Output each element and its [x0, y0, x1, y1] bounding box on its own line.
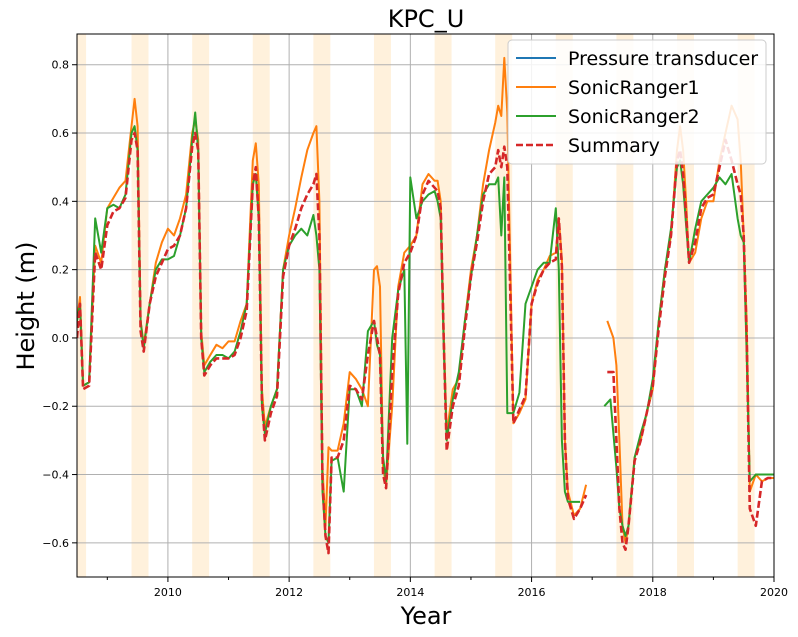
- y-axis-ticks: −0.6 −0.4 −0.2 0.0 0.2 0.4 0.6 0.8: [42, 59, 77, 550]
- y-tick-label: 0.8: [52, 59, 70, 72]
- plot-frame: [76, 33, 775, 578]
- y-tick-label: 0.6: [52, 127, 70, 140]
- y-axis-label: Height (m): [12, 241, 40, 370]
- x-axis-ticks: 2010 2012 2014 2016 2018 2020: [106, 577, 788, 599]
- x-axis-label: Year: [400, 602, 452, 630]
- x-tick-label: 2010: [154, 586, 182, 599]
- legend-label: Pressure transducer: [568, 48, 758, 70]
- y-tick-label: −0.2: [42, 400, 69, 413]
- summer-band: [555, 34, 573, 577]
- legend-label: SonicRanger1: [568, 77, 700, 99]
- series-line-summary: [77, 131, 774, 555]
- x-tick-label: 2020: [760, 586, 788, 599]
- legend-label: Summary: [568, 135, 660, 157]
- y-tick-label: 0.4: [52, 195, 70, 208]
- legend: Pressure transducer SonicRanger1 SonicRang…: [507, 39, 767, 165]
- x-tick-label: 2018: [639, 586, 667, 599]
- legend-label: SonicRanger2: [568, 106, 700, 128]
- data-series: [77, 56, 774, 555]
- y-tick-label: 0.0: [52, 332, 70, 345]
- y-tick-label: −0.4: [42, 469, 69, 482]
- x-tick-label: 2016: [518, 586, 546, 599]
- legend-box: [507, 39, 767, 165]
- summer-band: [373, 34, 391, 577]
- summer-band: [77, 34, 87, 577]
- summer-band: [616, 34, 634, 577]
- y-tick-label: 0.2: [52, 264, 70, 277]
- grid-lines: [77, 34, 775, 577]
- y-tick-label: −0.6: [42, 537, 69, 550]
- x-tick-label: 2012: [275, 586, 303, 599]
- chart-title: KPC_U: [388, 5, 465, 33]
- x-tick-label: 2014: [396, 586, 424, 599]
